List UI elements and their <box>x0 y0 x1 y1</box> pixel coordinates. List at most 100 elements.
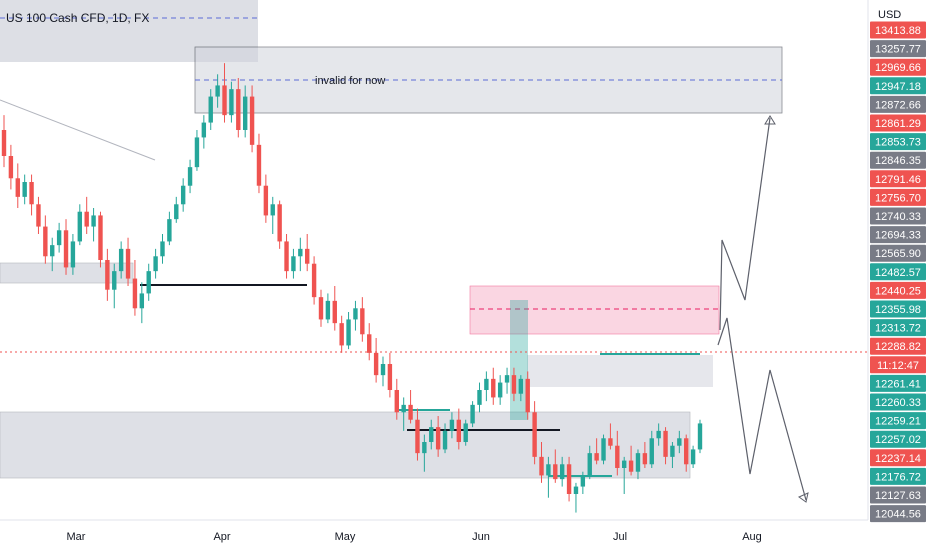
candle-body <box>318 297 324 320</box>
candle-body <box>642 453 648 465</box>
candle-body <box>15 178 20 197</box>
price-tag-label: 12440.25 <box>875 285 921 297</box>
candle-body <box>187 167 193 186</box>
candle-body <box>553 464 558 480</box>
price-tag-bg <box>870 505 926 523</box>
candle-body <box>456 419 462 442</box>
candle-body <box>484 378 489 390</box>
x-tick-label: Jun <box>472 531 490 543</box>
price-tag-label: 12872.66 <box>875 99 921 111</box>
candle-body <box>105 260 110 290</box>
price-tag-bg <box>870 95 926 113</box>
price-tag-bg <box>870 77 926 95</box>
candle-body <box>256 144 262 186</box>
candle-body <box>346 319 351 346</box>
price-tag-label: 12861.29 <box>875 118 921 130</box>
price-tag-bg <box>870 188 926 206</box>
candle-body <box>242 96 248 130</box>
candle-body <box>449 419 455 431</box>
candle-body <box>277 204 282 242</box>
x-tick-label: May <box>335 531 356 543</box>
price-tag-label: 12257.02 <box>875 434 921 446</box>
x-tick-label: Apr <box>213 531 230 543</box>
price-tag-bg <box>870 393 926 411</box>
candle-body <box>497 382 503 398</box>
candle-body <box>415 419 420 454</box>
candle-body <box>470 404 475 424</box>
resistance-zone-pink <box>469 285 720 335</box>
candle-body <box>56 230 62 246</box>
candle-body <box>270 204 275 216</box>
candle-body <box>559 464 565 480</box>
candle-body <box>229 89 234 116</box>
arrow-up-icon <box>764 115 776 125</box>
candle-body <box>380 364 386 376</box>
candle-body <box>180 185 186 205</box>
candle-body <box>36 204 41 227</box>
price-tag-label: 12846.35 <box>875 155 921 167</box>
candle-body <box>635 453 641 472</box>
candle-body <box>160 241 165 257</box>
price-tag-bg <box>870 114 926 132</box>
demand-zone-bottom <box>0 411 691 479</box>
candle-body <box>435 427 441 450</box>
candle-body <box>566 464 572 494</box>
price-tag-bg <box>870 133 926 151</box>
candle-body <box>546 464 551 476</box>
candle-body <box>690 449 696 465</box>
candle-body <box>325 300 331 320</box>
price-tag-bg <box>870 151 926 169</box>
candle-body <box>615 445 620 468</box>
candle-body <box>43 226 48 257</box>
candle-body <box>298 248 303 257</box>
candle-body <box>367 334 372 353</box>
price-tag-label: 12740.33 <box>875 211 921 223</box>
candle-body <box>504 375 510 383</box>
candle-body <box>311 263 317 298</box>
candle-body <box>539 456 544 476</box>
price-tag-label: 12127.63 <box>875 490 921 502</box>
fvg-green <box>510 300 528 420</box>
candle-body <box>70 241 76 268</box>
candle-body <box>697 423 703 450</box>
candle-body <box>394 390 399 413</box>
candle-body <box>477 390 482 405</box>
price-tag-bg <box>870 300 926 318</box>
price-tag-bg <box>870 319 926 337</box>
candle-body <box>305 248 310 264</box>
price-tag-label: 12260.33 <box>875 397 921 409</box>
candle-body <box>194 137 200 168</box>
candle-body <box>63 230 69 268</box>
candle-body <box>608 438 613 446</box>
candle-body <box>663 430 668 457</box>
candle-body <box>332 300 337 324</box>
candle-body <box>601 438 606 461</box>
price-tag-label: 12288.82 <box>875 341 921 353</box>
candle-body <box>408 404 413 420</box>
x-tick-label: Mar <box>67 531 86 543</box>
projection-path-up <box>719 117 771 331</box>
price-tag-bg <box>870 244 926 262</box>
price-tag-bg <box>870 486 926 504</box>
candle-body <box>511 375 517 394</box>
candle-body <box>525 378 530 413</box>
candle-body <box>174 204 179 220</box>
invalid-annotation: invalid for now <box>315 75 385 87</box>
candle-body <box>656 430 661 439</box>
price-tag-label: 12176.72 <box>875 471 921 483</box>
price-tag-bg <box>870 430 926 448</box>
candle-body <box>373 352 379 376</box>
price-tag-label: 12355.98 <box>875 304 921 316</box>
price-tag-bg <box>870 281 926 299</box>
arrow-down-icon <box>797 492 809 503</box>
price-tag-label: 12853.73 <box>875 137 921 149</box>
price-tag-label: 11:12:47 <box>877 360 919 372</box>
candle-body <box>50 245 55 257</box>
price-tag-bg <box>870 467 926 485</box>
candle-body <box>132 278 138 309</box>
candle-body <box>442 430 448 450</box>
candle-body <box>360 308 365 335</box>
price-tag-label: 12791.46 <box>875 174 921 186</box>
